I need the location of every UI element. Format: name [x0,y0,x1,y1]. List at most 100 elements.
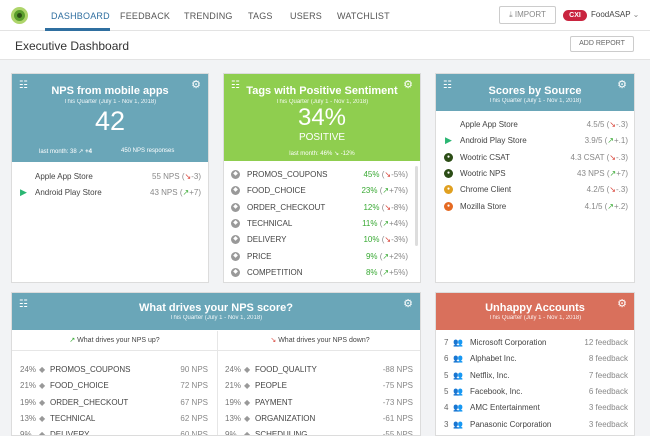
import-button[interactable]: ⤓ IMPORT [499,6,556,24]
list-item[interactable]: ◆ FOOD_CHOICE 23% (↗+7%) [231,185,408,199]
sources-card: ☷ ⚙ Scores by Source This Quarter (July … [435,73,635,283]
tab-feedback[interactable]: FEEDBACK [120,11,171,21]
tags-card: ☷ ⚙ Tags with Positive Sentiment This Qu… [223,73,421,283]
list-item[interactable]: 19% ◆ PAYMENT -73 NPS [225,397,413,411]
driver-value: 72 NPS [180,381,208,391]
tab-dashboard[interactable]: DASHBOARD [51,11,110,21]
tag-label: PRICE [247,251,272,261]
firefox-icon: ● [444,201,453,211]
sources-subtitle: This Quarter (July 1 - Nov 1, 2018) [488,98,582,104]
apple-icon [444,120,453,129]
list-item[interactable]: Apple App Store 55 NPS (↘-3) [19,171,201,185]
gear-icon[interactable]: ⚙ [617,298,627,310]
tags-positive-label: POSITIVE [298,132,346,143]
tag-icon: ◆ [39,365,46,374]
unhappy-subtitle: This Quarter (July 1 - Nov 1, 2018) [488,315,582,321]
trend-up-icon: ↗ [382,267,390,277]
account-label: Panasonic Corporation [470,419,552,429]
list-item[interactable]: 5 👥 Netflix, Inc. 7 feedback [444,370,628,384]
gear-icon[interactable]: ⚙ [403,79,413,91]
account-feedback: 8 feedback [588,354,628,364]
tag-icon: ◆ [231,170,240,179]
list-item[interactable]: ▶ Android Play Store 3.9/5 (↗+.1) [444,135,628,149]
account-feedback: 12 feedback [584,338,628,347]
list-item[interactable]: 9% ◆ SCHEDULING -55 NPS [225,429,413,436]
active-tab-indicator [45,28,110,31]
list-item[interactable]: 13% ◆ TECHNICAL 62 NPS [20,413,208,427]
list-item[interactable]: 9% ◆ DELIVERY 60 NPS [20,429,208,436]
sliders-icon[interactable]: ☷ [443,80,452,91]
drivers-title: What drives your NPS score? [138,302,294,314]
driver-pct: 13% [225,413,242,423]
driver-label: FOOD_CHOICE [50,381,109,391]
tags-title: Tags with Positive Sentiment [246,85,398,97]
trend-up-icon: ↗ [69,337,76,344]
driver-pct: 21% [225,381,242,391]
sliders-icon[interactable]: ☷ [19,80,28,91]
add-report-button[interactable]: ADD REPORT [570,36,634,52]
tag-icon: ◆ [244,413,251,423]
wootric-icon: ● [444,152,453,162]
source-label: Apple App Store [35,172,93,181]
nps-title: NPS from mobile apps [51,85,169,97]
list-item[interactable]: 24% ◆ PROMOS_COUPONS 90 NPS [20,364,208,378]
tab-trending[interactable]: TRENDING [184,11,233,21]
account-count: 7 [444,338,449,347]
list-item[interactable]: ● Mozilla Store 4.1/5 (↗+.2) [444,201,628,215]
tag-icon: ◆ [231,251,240,261]
list-item[interactable]: ● Wootric CSAT 4.3 CSAT (↘-.3) [444,152,628,166]
sliders-icon[interactable]: ☷ [231,80,240,91]
trend-up-icon: ↗ [607,136,614,146]
list-item[interactable]: 24% ◆ FOOD_QUALITY -88 NPS [225,364,413,378]
driver-pct: 9% [20,430,32,436]
gear-icon[interactable]: ⚙ [191,79,201,91]
gear-icon[interactable]: ⚙ [403,298,413,310]
driver-value: -73 NPS [382,397,413,407]
tag-label: ORDER_CHECKOUT [247,202,326,212]
unhappy-card-header: ⚙ Unhappy Accounts This Quarter (July 1 … [436,293,634,330]
list-item[interactable]: ▶ Android Play Store 43 NPS (↗+7) [19,187,201,201]
org-switcher[interactable]: FoodASAP ⌄ [591,10,639,19]
source-value: 4.2/5 (↘-.3) [586,185,628,195]
list-item[interactable]: ◆ TECHNICAL 11% (↗+4%) [231,218,408,232]
list-item[interactable]: 7 👥 Microsoft Corporation 12 feedback [444,337,628,351]
tag-icon: ◆ [231,202,240,212]
gear-icon[interactable]: ⚙ [617,79,627,91]
list-item[interactable]: 6 👥 Alphabet Inc. 8 feedback [444,353,628,367]
trend-up-icon: ↗ [609,168,617,178]
list-item[interactable]: 21% ◆ PEOPLE -75 NPS [225,380,413,394]
list-item[interactable]: ◆ COMPETITION 8% (↗+5%) [231,267,408,281]
driver-value: -55 NPS [382,430,413,436]
nps-responses: 450 NPS responses [121,148,175,154]
list-item[interactable]: 19% ◆ ORDER_CHECKOUT 67 NPS [20,397,208,411]
app-logo[interactable] [11,7,28,24]
tag-value: 12% (↘-8%) [363,202,408,212]
chrome-icon: ● [444,185,453,195]
tab-tags[interactable]: TAGS [248,11,273,21]
tag-label: DELIVERY [247,235,287,245]
list-item[interactable]: ◆ DELIVERY 10% (↘-3%) [231,234,408,248]
list-item[interactable]: 13% ◆ ORGANIZATION -61 NPS [225,413,413,427]
list-item[interactable]: ◆ ORDER_CHECKOUT 12% (↘-8%) [231,202,408,216]
scrollbar[interactable] [415,166,418,246]
nps-card: ☷ ⚙ NPS from mobile apps This Quarter (J… [11,73,209,283]
list-item[interactable]: 3 👥 Panasonic Corporation 3 feedback [444,419,628,433]
list-item[interactable]: ● Chrome Client 4.2/5 (↘-.3) [444,184,628,198]
source-label: Apple App Store [460,120,518,129]
list-item[interactable]: 21% ◆ FOOD_CHOICE 72 NPS [20,380,208,394]
unhappy-card: ⚙ Unhappy Accounts This Quarter (July 1 … [435,292,635,436]
tag-value: 9% (↗+2%) [365,251,408,261]
list-item[interactable]: ◆ PRICE 9% (↗+2%) [231,251,408,265]
list-item[interactable]: Apple App Store 4.5/5 (↘-.3) [444,119,628,133]
list-item[interactable]: 4 👥 AMC Entertainment 3 feedback [444,402,628,416]
list-item[interactable]: ● Wootric NPS 43 NPS (↗+7) [444,168,628,182]
tab-users[interactable]: USERS [290,11,323,21]
android-play-icon: ▶ [20,187,27,197]
driver-value: 60 NPS [180,430,208,436]
driver-pct: 19% [20,397,37,407]
list-item[interactable]: ◆ PROMOS_COUPONS 45% (↘-5%) [231,169,408,183]
sliders-icon[interactable]: ☷ [19,299,28,310]
tab-watchlist[interactable]: WATCHLIST [337,11,390,21]
source-value: 3.9/5 (↗+.1) [584,136,628,146]
list-item[interactable]: 5 👥 Facebook, Inc. 6 feedback [444,386,628,400]
